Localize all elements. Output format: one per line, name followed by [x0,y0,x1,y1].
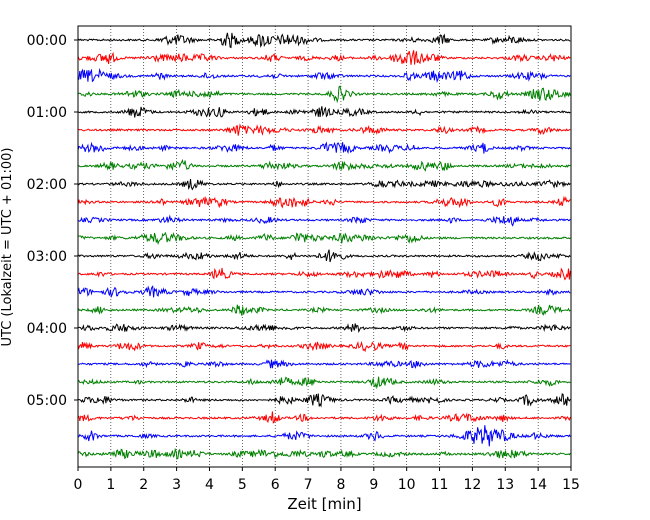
x-tick-label-3: 3 [172,477,181,493]
x-tick-label-2: 2 [139,477,148,493]
x-tick-label-1: 1 [106,477,115,493]
trace-1 [77,50,571,65]
trace-17 [77,340,571,353]
x-tick-label-11: 11 [431,477,449,493]
x-tick-label-10: 10 [398,477,416,493]
trace-12 [77,249,571,263]
x-tick-label-5: 5 [238,477,247,493]
x-tick-label-12: 12 [463,477,481,493]
plot-area-background [78,26,571,467]
trace-20 [77,393,571,408]
y-axis-ticks: 00:00 01:00 02:00 03:00 04:00 05:00 [27,33,78,409]
traces [77,32,571,460]
trace-13 [77,267,571,281]
trace-23 [77,447,571,460]
trace-0 [77,32,571,49]
trace-21 [77,411,571,424]
y-tick-label-2: 02:00 [27,177,67,193]
x-axis-ticks: 0 1 2 3 4 5 6 7 8 9 10 11 12 13 14 15 [74,467,580,493]
x-tick-label-9: 9 [369,477,378,493]
x-tick-label-7: 7 [304,477,313,493]
x-tick-label-14: 14 [529,477,547,493]
trace-8 [77,178,571,191]
trace-7 [77,158,571,172]
trace-6 [77,141,571,155]
trace-14 [77,285,571,299]
y-tick-label-0: 00:00 [27,33,67,49]
trace-4 [77,106,571,118]
x-axis-label: Zeit [min] [287,495,361,513]
x-tick-label-0: 0 [74,477,83,493]
x-tick-label-6: 6 [271,477,280,493]
trace-10 [77,214,571,227]
trace-18 [77,358,571,369]
trace-19 [77,376,571,390]
x-tick-label-15: 15 [562,477,580,493]
trace-2 [77,67,571,84]
trace-5 [77,123,571,136]
y-tick-label-5: 05:00 [27,393,67,409]
y-tick-label-3: 03:00 [27,249,67,265]
trace-11 [77,231,571,246]
trace-16 [77,323,571,334]
trace-22 [77,425,571,447]
x-tick-label-4: 4 [205,477,214,493]
y-axis-label: UTC (Lokalzeit = UTC + 01:00) [0,148,15,347]
trace-15 [77,304,571,316]
trace-9 [77,195,571,209]
y-tick-label-4: 04:00 [27,321,67,337]
trace-3 [77,85,571,104]
x-tick-label-13: 13 [496,477,514,493]
plot-frame [77,25,572,468]
x-tick-label-8: 8 [336,477,345,493]
y-tick-label-1: 01:00 [27,105,67,121]
